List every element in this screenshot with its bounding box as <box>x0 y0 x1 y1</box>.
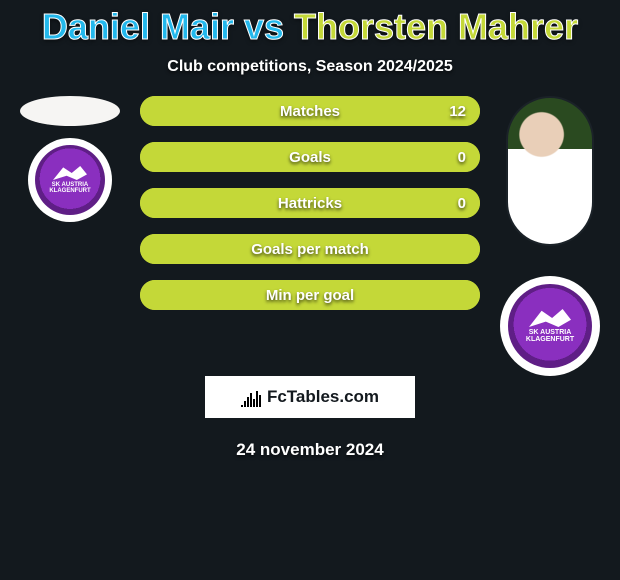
stat-row: Hattricks0 <box>140 188 480 218</box>
stat-bars: Matches12Goals0Hattricks0Goals per match… <box>140 96 480 326</box>
spark-chart-icon <box>241 387 261 407</box>
comparison-stage: SK AUSTRIA KLAGENFURT Matches12Goals0Hat… <box>0 96 620 516</box>
player2-column: SK AUSTRIA KLAGENFURT <box>490 96 610 376</box>
stat-label: Min per goal <box>140 280 480 310</box>
stat-row: Matches12 <box>140 96 480 126</box>
player2-photo <box>506 96 594 246</box>
stat-value: 12 <box>449 96 466 126</box>
player2-club-badge: SK AUSTRIA KLAGENFURT <box>500 276 600 376</box>
club-name-line2: KLAGENFURT <box>49 188 90 194</box>
brand-box: FcTables.com <box>205 376 415 418</box>
stat-value: 0 <box>458 188 466 218</box>
player1-photo <box>20 96 120 126</box>
club-name-line2: KLAGENFURT <box>526 336 574 343</box>
vs-text: vs <box>244 6 284 47</box>
club-wing-icon <box>53 166 87 180</box>
comparison-title: Daniel Mair vs Thorsten Mahrer <box>0 0 620 48</box>
brand-text: FcTables.com <box>267 387 379 407</box>
subtitle: Club competitions, Season 2024/2025 <box>0 58 620 76</box>
stat-row: Min per goal <box>140 280 480 310</box>
club-wing-icon <box>529 309 571 327</box>
stat-row: Goals per match <box>140 234 480 264</box>
club-badge-icon: SK AUSTRIA KLAGENFURT <box>508 284 592 368</box>
stat-label: Hattricks <box>140 188 480 218</box>
date-text: 24 november 2024 <box>0 440 620 460</box>
stat-label: Goals <box>140 142 480 172</box>
stat-label: Matches <box>140 96 480 126</box>
stat-label: Goals per match <box>140 234 480 264</box>
stat-row: Goals0 <box>140 142 480 172</box>
player1-club-badge: SK AUSTRIA KLAGENFURT <box>28 138 112 222</box>
stat-value: 0 <box>458 142 466 172</box>
club-badge-icon: SK AUSTRIA KLAGENFURT <box>35 145 105 215</box>
player1-column: SK AUSTRIA KLAGENFURT <box>10 96 130 222</box>
club-name-line1: SK AUSTRIA <box>529 329 572 336</box>
player1-name: Daniel Mair <box>42 6 234 47</box>
player2-name: Thorsten Mahrer <box>294 6 578 47</box>
